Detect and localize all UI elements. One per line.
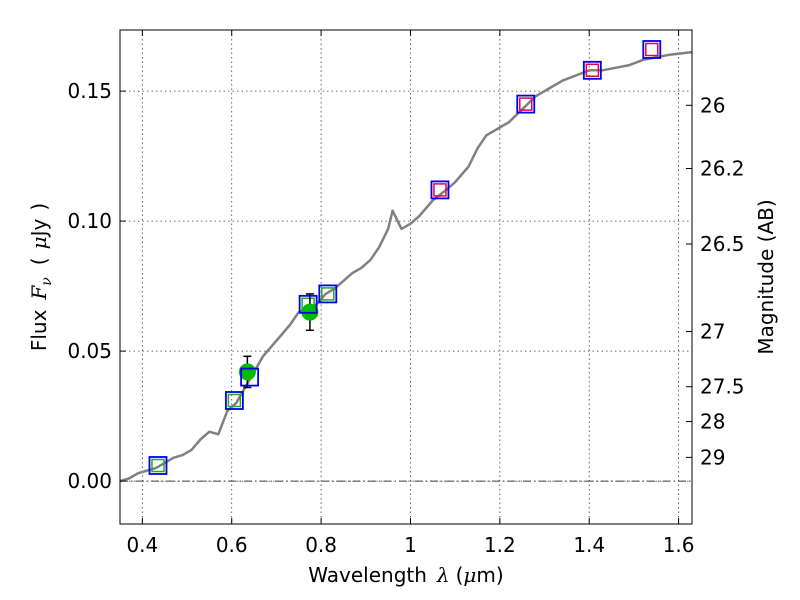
y-axis-symbol: F — [27, 285, 51, 301]
series-layer — [119, 40, 693, 483]
y2-tick-label: 26 — [700, 93, 725, 117]
x-axis-unit-open: ( — [456, 563, 464, 587]
x-axis-title: Wavelength λ (μm) — [308, 563, 503, 587]
x-axis-unit-rest: m) — [476, 563, 503, 587]
model-photometry-box — [298, 294, 318, 314]
y-axis-title: Flux Fν ( μJy) — [27, 203, 55, 351]
synthetic-point-optical — [227, 393, 242, 408]
y-axis-unit: Jy — [27, 218, 51, 238]
y-axis-symbol-sub: ν — [39, 277, 55, 286]
y2-tick-label: 28 — [700, 410, 725, 434]
y-axis-title-word: Flux — [27, 309, 51, 351]
y-axis-unit-mu: μ — [27, 236, 51, 249]
model-spectrum-line — [119, 50, 693, 483]
y2-tick-label: 26.2 — [700, 157, 745, 181]
x-axis-title-word: Wavelength — [308, 563, 427, 587]
model-photometry-box — [224, 391, 244, 410]
y-tick-label: 0.15 — [67, 79, 112, 103]
y-axis-unit-open: ( — [27, 257, 51, 265]
model-photometry-box — [148, 456, 168, 475]
synthetic-point-ir — [433, 183, 447, 197]
synthetic-point-optical — [321, 287, 335, 301]
x-tick-label: 1 — [404, 533, 417, 557]
y2-tick-label: 27.5 — [700, 375, 745, 399]
x-tick-label: 1.6 — [663, 533, 695, 557]
synthetic-point-ir — [585, 63, 600, 78]
y2-tick-label: 27 — [700, 319, 725, 343]
model-photometry-box — [642, 40, 662, 59]
synthetic-point-ir — [645, 42, 659, 57]
x-tick-label: 0.6 — [216, 533, 248, 557]
x-tick-label: 1.2 — [484, 533, 516, 557]
synthetic-point-optical — [151, 458, 165, 473]
model-photometry-box — [516, 94, 536, 114]
plot-frame — [119, 29, 693, 525]
y2-axis-title: Magnitude (AB) — [754, 199, 778, 354]
synthetic-point-ir — [519, 97, 533, 111]
y2-tick-label: 29 — [700, 445, 725, 469]
grid-layer — [120, 30, 692, 524]
model-photometry-box — [240, 367, 259, 387]
model-photometry-box — [318, 284, 338, 304]
tick-layer: 0.4 0.6 0.8 1 1.2 1.4 1.6 0.00 0.05 0.10 0.15 26 26.… — [67, 30, 745, 557]
y-tick-label: 0.00 — [67, 469, 112, 493]
x-tick-label: 0.8 — [305, 533, 337, 557]
y-tick-label: 0.10 — [67, 209, 112, 233]
x-axis-unit-mu: μ — [463, 563, 476, 587]
model-photometry-box — [582, 60, 602, 80]
x-tick-label: 0.4 — [126, 533, 158, 557]
x-tick-label: 1.4 — [573, 533, 605, 557]
y2-tick-label: 26.5 — [700, 232, 745, 256]
y-tick-label: 0.05 — [67, 339, 112, 363]
model-photometry-box — [430, 180, 450, 200]
x-axis-symbol: λ — [436, 563, 450, 587]
y-axis-unit-close: ) — [27, 203, 51, 211]
